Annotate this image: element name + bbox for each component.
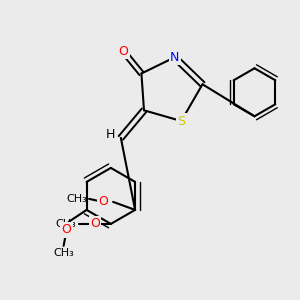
Text: CH₃: CH₃ bbox=[55, 219, 76, 229]
Text: O: O bbox=[118, 45, 128, 58]
Text: H: H bbox=[106, 128, 116, 141]
Text: CH₃: CH₃ bbox=[53, 248, 74, 258]
Text: O: O bbox=[62, 224, 71, 236]
Text: O: O bbox=[98, 195, 108, 208]
Text: CH₃: CH₃ bbox=[66, 194, 87, 204]
Text: S: S bbox=[177, 115, 185, 128]
Text: N: N bbox=[170, 51, 179, 64]
Text: O: O bbox=[90, 218, 100, 230]
